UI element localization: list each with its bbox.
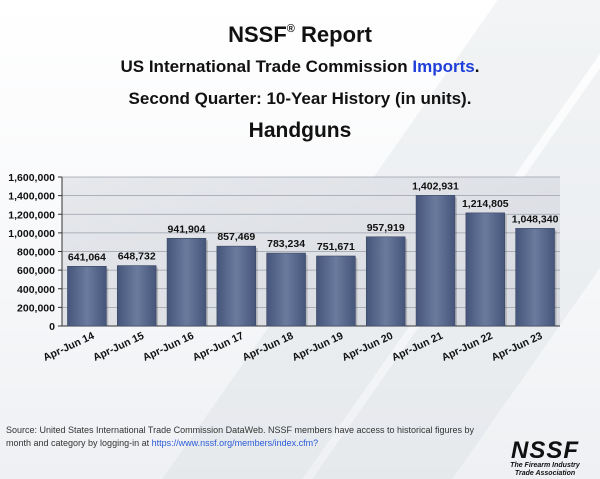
registered-mark: ® bbox=[286, 22, 295, 35]
y-tick-label: 1,200,000 bbox=[8, 209, 55, 221]
y-tick-label: 0 bbox=[49, 321, 55, 333]
x-tick-label: Apr-Jun 20 bbox=[340, 330, 395, 364]
y-tick-label: 800,000 bbox=[17, 247, 55, 259]
bar-value-label: 641,064 bbox=[68, 251, 106, 263]
logo-mark: NSSF bbox=[510, 437, 579, 464]
bar-value-label: 957,919 bbox=[367, 222, 405, 234]
bar bbox=[316, 255, 356, 327]
x-tick-label: Apr-Jun 22 bbox=[440, 330, 495, 364]
logo-tagline-2: Trade Association bbox=[514, 470, 576, 477]
x-tick-label: Apr-Jun 15 bbox=[91, 330, 146, 364]
x-tick-label: Apr-Jun 19 bbox=[290, 330, 345, 364]
subtitle-accent: Imports bbox=[412, 57, 475, 76]
bar bbox=[116, 265, 157, 327]
y-tick-label: 400,000 bbox=[17, 284, 55, 296]
x-tick-label: Apr-Jun 16 bbox=[141, 330, 196, 364]
x-tick-label: Apr-Jun 17 bbox=[191, 330, 246, 364]
bar bbox=[365, 236, 406, 327]
bar bbox=[216, 245, 257, 327]
y-tick-label: 1,600,000 bbox=[8, 172, 55, 184]
y-tick-label: 200,000 bbox=[17, 302, 55, 314]
x-tick-label: Apr-Jun 14 bbox=[41, 330, 96, 364]
x-tick-label: Apr-Jun 18 bbox=[241, 330, 296, 364]
y-tick-label: 1,000,000 bbox=[8, 228, 55, 240]
nssf-logo: NSSF The Firearm Industry Trade Associat… bbox=[500, 437, 590, 478]
subtitle-line-2: Second Quarter: 10-Year History (in unit… bbox=[128, 89, 472, 108]
x-tick-label: Apr-Jun 23 bbox=[490, 330, 545, 364]
subtitle-suffix: . bbox=[474, 57, 480, 76]
source-text: Source: United States International Trad… bbox=[6, 425, 475, 448]
bar-value-label: 751,671 bbox=[317, 241, 355, 253]
bar-value-label: 1,214,805 bbox=[462, 198, 509, 210]
source-link[interactable]: https://www.nssf.org/members/index.cfm? bbox=[151, 438, 319, 448]
report-suffix: Report bbox=[301, 22, 372, 47]
report-title: NSSF® Report bbox=[0, 22, 600, 48]
logo-tagline-1: The Firearm Industry bbox=[510, 462, 580, 469]
bar bbox=[415, 195, 456, 327]
report-brand: NSSF bbox=[228, 22, 287, 47]
bar-value-label: 648,732 bbox=[118, 251, 156, 263]
subtitle-line-1: US International Trade Commission Import… bbox=[0, 57, 600, 77]
chart-title: Handguns bbox=[248, 119, 352, 142]
bar-value-label: 1,402,931 bbox=[412, 180, 459, 192]
bar-value-label: 941,904 bbox=[168, 223, 206, 235]
bar bbox=[465, 212, 506, 327]
bar-value-label: 783,234 bbox=[267, 238, 305, 250]
bar-value-label: 1,048,340 bbox=[512, 213, 559, 225]
y-tick-label: 600,000 bbox=[17, 265, 55, 277]
x-tick-label: Apr-Jun 21 bbox=[390, 330, 445, 364]
bar bbox=[266, 252, 306, 327]
bar bbox=[166, 237, 207, 327]
subtitle-prefix: US International Trade Commission bbox=[120, 57, 408, 76]
source-note: Source: United States International Trad… bbox=[6, 424, 476, 450]
bar-chart: 0 200,000 400,000 600,000 800,000 1,000,000 1,… bbox=[8, 172, 560, 364]
bar bbox=[67, 266, 107, 327]
bar-value-label: 857,469 bbox=[217, 231, 255, 243]
y-tick-label: 1,400,000 bbox=[8, 191, 55, 203]
bar bbox=[515, 228, 555, 327]
